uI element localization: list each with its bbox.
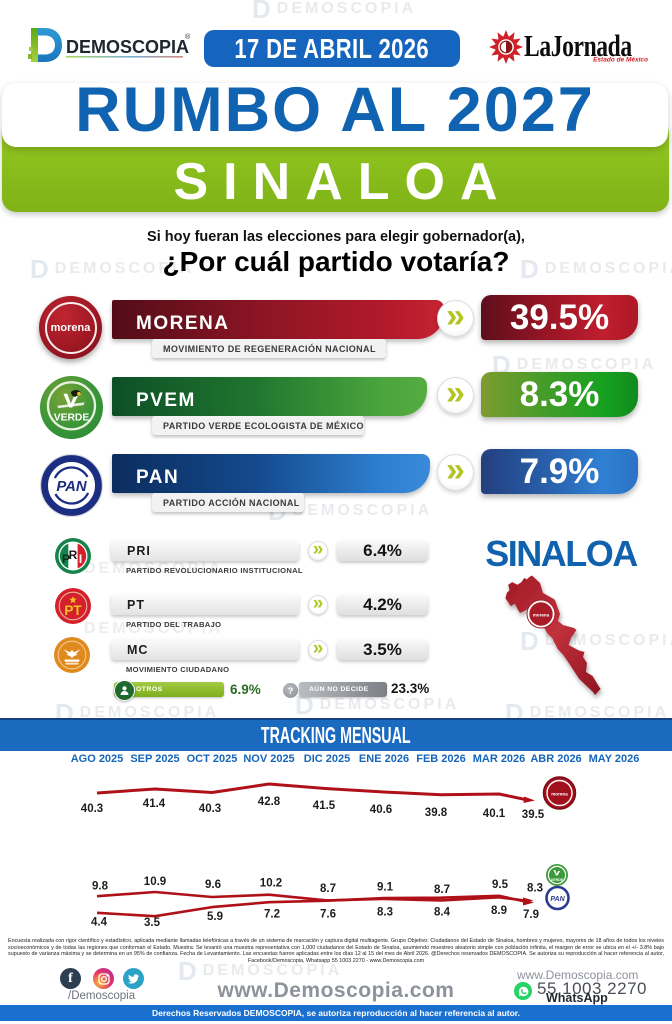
svg-text:VERDE: VERDE	[551, 878, 564, 882]
svg-text:VERDE: VERDE	[54, 413, 90, 424]
svg-text:40.3: 40.3	[81, 803, 103, 815]
svg-text:9.6: 9.6	[205, 879, 221, 891]
svg-text:39.8: 39.8	[425, 807, 448, 819]
svg-text:PAN: PAN	[56, 479, 87, 495]
svg-text:PAN: PAN	[550, 896, 565, 903]
svg-text:8.9: 8.9	[491, 905, 507, 917]
svg-text:5.9: 5.9	[207, 911, 223, 923]
svg-text:7.6: 7.6	[320, 908, 336, 920]
svg-text:Estado de México: Estado de México	[593, 57, 648, 64]
svg-text:7.9: 7.9	[523, 909, 539, 921]
svg-text:40.1: 40.1	[483, 808, 506, 820]
svg-text:8.3: 8.3	[527, 883, 543, 895]
svg-text:9.5: 9.5	[492, 879, 509, 891]
svg-text:40.3: 40.3	[199, 803, 221, 815]
svg-text:40.6: 40.6	[370, 804, 392, 816]
svg-text:41.4: 41.4	[143, 798, 166, 810]
svg-text:9.1: 9.1	[377, 882, 394, 894]
svg-text:9.8: 9.8	[92, 881, 109, 893]
svg-text:8.3: 8.3	[377, 907, 393, 919]
svg-text:I: I	[79, 552, 82, 566]
svg-text:P: P	[62, 552, 70, 566]
svg-text:4.4: 4.4	[91, 917, 108, 929]
svg-text:R: R	[69, 548, 78, 562]
svg-text:8.4: 8.4	[434, 907, 451, 919]
svg-text:7.2: 7.2	[264, 908, 280, 920]
svg-text:morena: morena	[533, 613, 550, 618]
svg-text:DEMOSCOPIA: DEMOSCOPIA	[66, 37, 189, 57]
svg-text:morena: morena	[551, 792, 568, 797]
svg-text:8.7: 8.7	[434, 884, 450, 896]
svg-text:39.5: 39.5	[522, 809, 545, 821]
svg-text:LaJornada: LaJornada	[524, 28, 632, 63]
svg-text:41.5: 41.5	[313, 800, 336, 812]
svg-text:10.2: 10.2	[260, 878, 282, 890]
svg-text:®: ®	[185, 33, 191, 41]
svg-text:42.8: 42.8	[258, 796, 281, 808]
svg-text:3.5: 3.5	[144, 917, 161, 929]
svg-text:10.9: 10.9	[144, 876, 166, 888]
svg-text:PT: PT	[64, 603, 82, 618]
svg-text:8.7: 8.7	[320, 883, 336, 895]
